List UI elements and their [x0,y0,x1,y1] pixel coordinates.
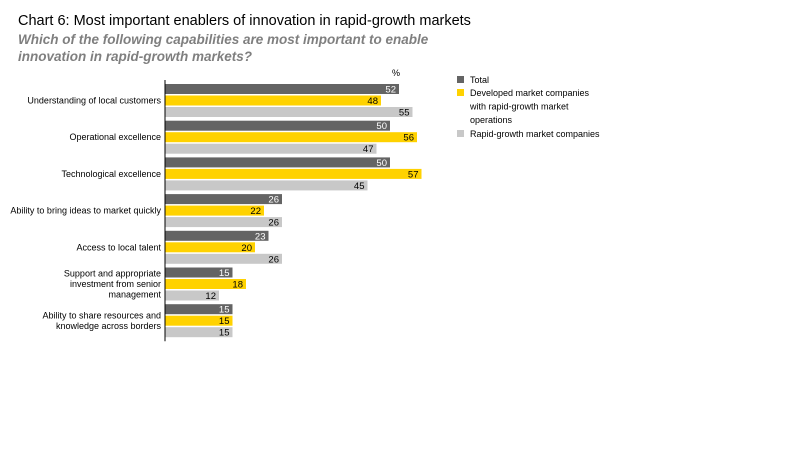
data-label: 26 [268,195,279,206]
bar [165,157,390,168]
data-label: 20 [241,243,252,254]
bar [165,217,282,228]
legend-swatch [457,76,464,83]
category-label: investment from senior [70,279,161,289]
bar [165,143,377,154]
bar [165,290,219,301]
bar [165,107,413,117]
bar [165,95,381,106]
data-label: 50 [376,158,387,169]
legend-label: Total [470,75,489,85]
data-label: 55 [399,108,410,119]
data-label: 26 [268,218,279,229]
bar [165,205,264,216]
bar [165,230,269,241]
bar [165,267,233,278]
chart-title: Chart 6: Most important enablers of inno… [18,13,471,29]
chart-subtitle: Which of the following capabilities are … [18,32,429,64]
data-label: 45 [354,181,365,192]
bar [165,132,417,143]
data-label: 15 [219,268,230,279]
legend-label: operations [470,115,513,125]
data-label: 15 [219,316,230,327]
category-label: management [108,290,161,300]
bar [165,84,399,94]
legend-swatch [457,89,464,96]
data-label: 23 [255,231,266,242]
category-label: Technological excellence [61,169,161,179]
data-label: 57 [408,169,419,180]
category-label: Operational excellence [69,132,161,142]
data-label: 52 [385,85,396,96]
bar [165,253,282,264]
data-label: 26 [268,254,279,265]
legend-swatch [457,130,464,137]
bar [165,304,233,315]
data-label: 50 [376,121,387,132]
category-label: Ability to share resources and [42,310,161,320]
bar [165,279,246,289]
bar [165,194,282,205]
bar [165,315,233,326]
data-label: 48 [367,96,378,107]
data-label: 47 [363,144,374,155]
data-label: 15 [219,328,230,339]
legend-label: Rapid-growth market companies [470,129,600,139]
category-label: Access to local talent [76,242,161,252]
data-label: 15 [219,305,230,316]
bar [165,180,368,191]
category-label: Support and appropriate [64,269,161,279]
data-label: 18 [232,280,243,291]
category-label: Understanding of local customers [27,96,161,106]
unit-label: % [392,68,400,78]
legend-label: with rapid-growth market [469,102,569,112]
category-label: knowledge across borders [56,321,162,331]
category-label: Ability to bring ideas to market quickly [10,206,161,216]
bar [165,120,390,131]
data-label: 12 [205,291,216,302]
data-label: 56 [403,133,414,144]
data-label: 22 [250,206,261,217]
legend-label: Developed market companies [470,88,590,98]
bar [165,168,422,179]
bar [165,242,255,253]
bar [165,327,233,338]
